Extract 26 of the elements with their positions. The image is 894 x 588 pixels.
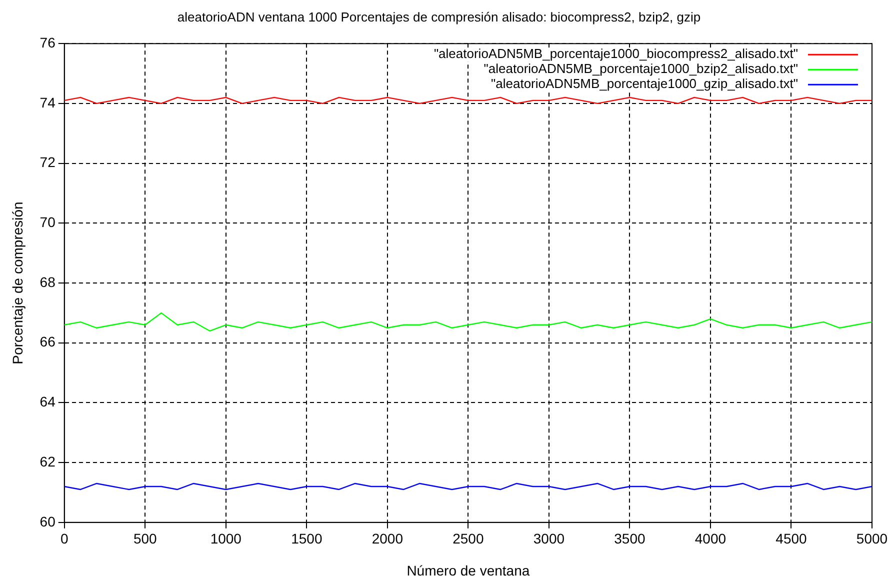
y-tick-label: 72 xyxy=(40,154,56,170)
x-tick-label: 3500 xyxy=(614,530,646,547)
legend-label: "aleatorioADN5MB_porcentaje1000_bzip2_alisado.txt" xyxy=(484,61,798,76)
y-tick-label: 76 xyxy=(40,34,56,50)
y-tick-label: 62 xyxy=(40,453,56,470)
x-tick-label: 500 xyxy=(133,530,158,547)
x-tick-label: 4500 xyxy=(776,530,808,547)
chart-title: aleatorioADN ventana 1000 Porcentajes de compresión alisado: biocompress2, bzip2, gzip xyxy=(177,9,701,24)
legend-label: "aleatorioADN5MB_porcentaje1000_gzip_alisado.txt" xyxy=(491,76,798,92)
x-tick-label: 2000 xyxy=(372,530,404,547)
x-axis-title: Número de ventana xyxy=(406,562,530,578)
y-axis-title: Porcentaje de compresión xyxy=(9,202,26,364)
x-tick-label: 4000 xyxy=(694,530,726,547)
x-tick-label: 3000 xyxy=(533,530,565,547)
x-tick-label: 0 xyxy=(60,530,68,547)
x-tick-label: 2500 xyxy=(452,530,484,547)
y-tick-label: 74 xyxy=(40,94,56,110)
y-tick-label: 70 xyxy=(40,214,56,230)
y-tick-label: 66 xyxy=(40,334,56,350)
y-tick-label: 60 xyxy=(40,513,56,530)
legend-label: "aleatorioADN5MB_porcentaje1000_biocompress2_alisado.txt" xyxy=(434,46,798,62)
x-tick-label: 1500 xyxy=(291,530,322,547)
y-tick-label: 68 xyxy=(40,274,56,290)
y-tick-label: 64 xyxy=(40,394,56,410)
x-tick-label: 5000 xyxy=(856,530,888,547)
x-tick-label: 1000 xyxy=(210,530,242,547)
